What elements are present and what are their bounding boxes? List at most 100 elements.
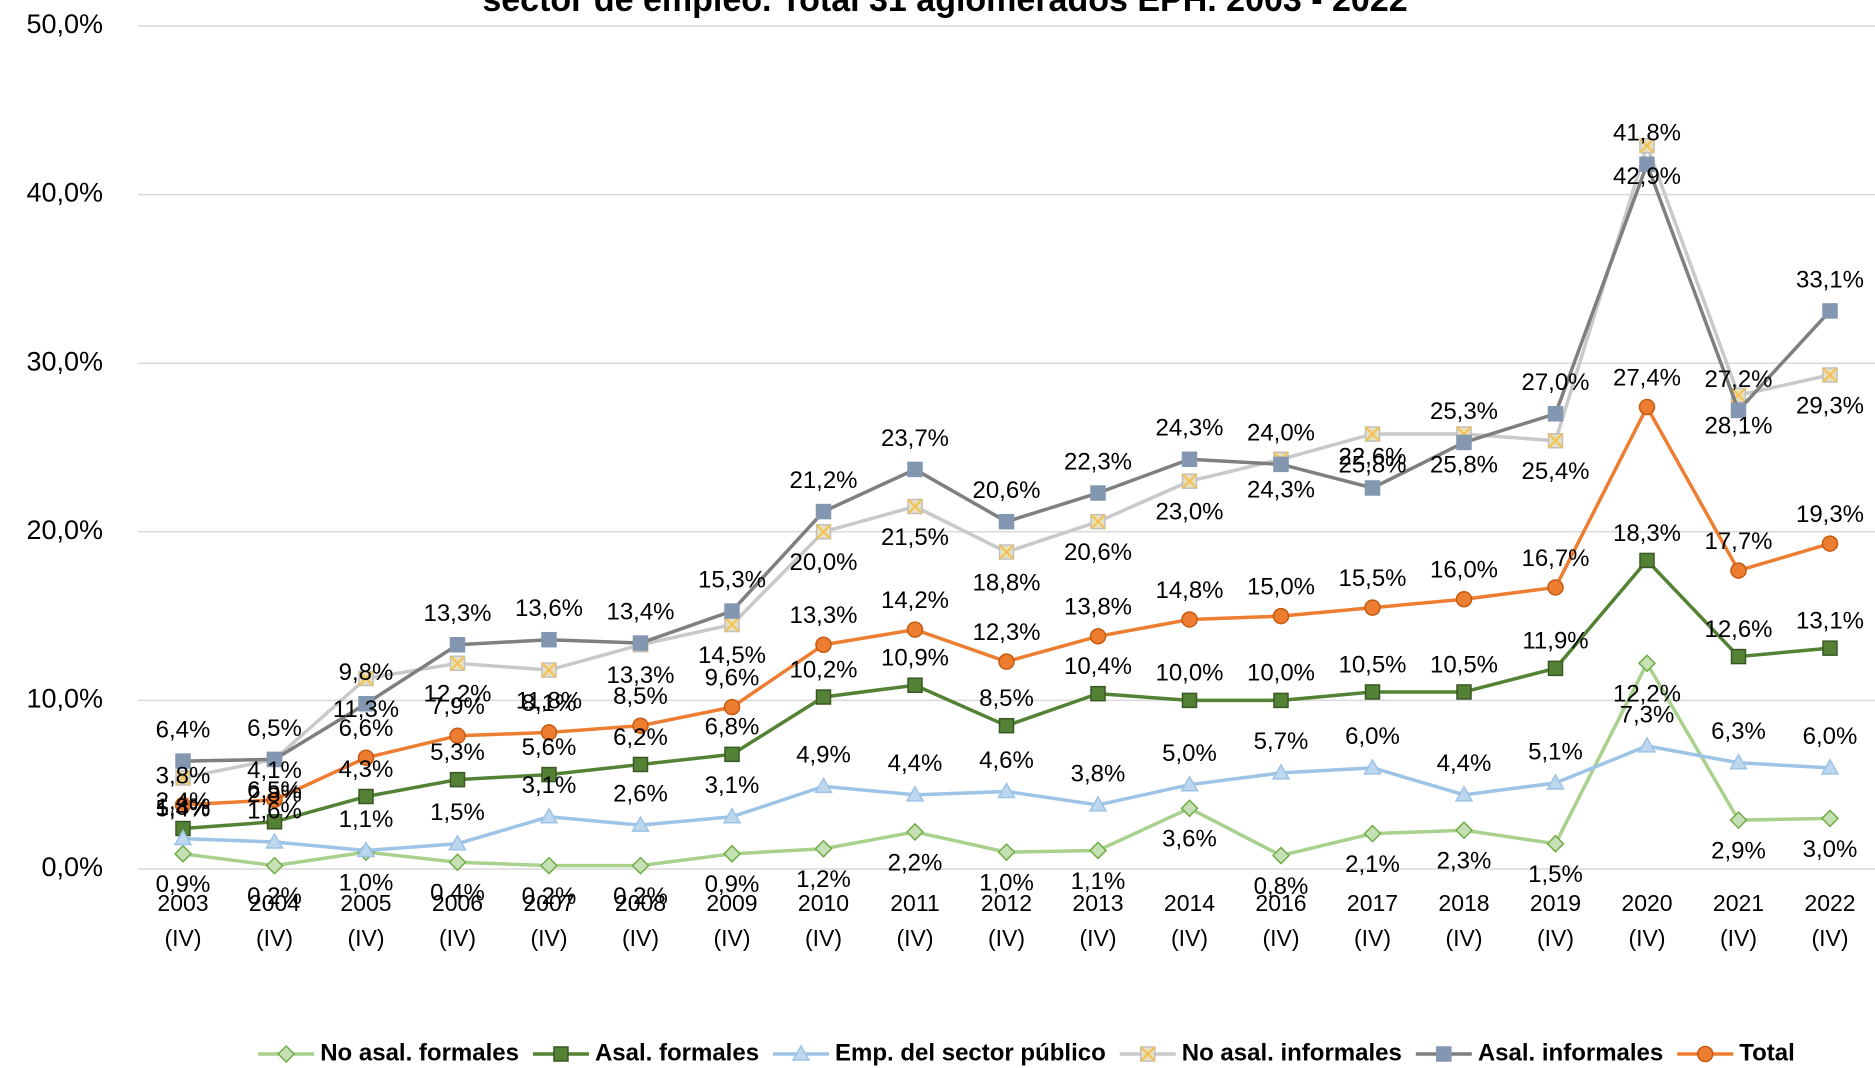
marker	[905, 822, 925, 841]
data-label: 24,3%	[1155, 415, 1223, 442]
data-label: 11,8%	[516, 687, 582, 714]
marker	[358, 696, 374, 712]
marker	[724, 746, 740, 763]
data-label: 19,3%	[1796, 501, 1864, 528]
marker	[266, 814, 283, 830]
data-label: 5,0%	[1162, 740, 1217, 767]
data-label: 2,3%	[1437, 848, 1492, 875]
marker	[723, 698, 741, 716]
marker	[1696, 1045, 1714, 1063]
x-tick-label: 2005	[340, 890, 391, 916]
x-tick-label: 2014	[1164, 890, 1215, 916]
data-label: 27,2%	[1704, 366, 1772, 393]
marker	[1273, 456, 1289, 473]
marker-cross	[724, 616, 740, 633]
marker	[356, 840, 376, 858]
marker	[175, 753, 191, 769]
x-tick-label: (IV)	[988, 925, 1025, 951]
marker	[1729, 811, 1748, 830]
marker	[815, 503, 832, 520]
x-tick-label: (IV)	[1720, 925, 1757, 951]
data-label: 11,3%	[333, 696, 399, 723]
data-label: 10,9%	[881, 645, 949, 672]
marker-cross	[358, 670, 374, 687]
data-label: 2,9%	[1711, 837, 1766, 864]
data-label: 6,0%	[1345, 723, 1400, 750]
marker	[905, 785, 925, 802]
marker	[1547, 579, 1564, 596]
marker	[277, 1044, 296, 1064]
x-tick-label: (IV)	[347, 925, 384, 951]
marker	[722, 807, 742, 824]
y-tick-label: 20,0%	[26, 515, 103, 545]
marker	[997, 843, 1016, 862]
data-label: 10,0%	[1247, 660, 1315, 687]
marker	[448, 853, 467, 872]
x-tick-label: (IV)	[805, 925, 842, 951]
data-label: 0,9%	[156, 871, 211, 898]
marker	[1822, 640, 1838, 656]
marker	[1454, 785, 1474, 802]
marker-cross	[907, 498, 923, 515]
data-label: 3,6%	[1162, 826, 1217, 853]
x-tick-label: (IV)	[622, 925, 659, 951]
marker	[1364, 599, 1381, 616]
marker	[632, 756, 649, 773]
marker	[1637, 654, 1657, 673]
marker-cross	[1090, 513, 1106, 530]
x-tick-label: 2021	[1713, 890, 1764, 916]
data-label: 2,2%	[888, 849, 943, 876]
data-label: 0,2%	[613, 883, 668, 910]
y-tick-label: 0,0%	[41, 852, 103, 882]
marker	[998, 717, 1015, 734]
marker	[1181, 692, 1198, 709]
data-label: 27,0%	[1521, 369, 1589, 396]
x-tick-label: 2017	[1347, 890, 1398, 916]
data-label: 7,3%	[1620, 701, 1675, 728]
data-label: 15,5%	[1338, 565, 1406, 592]
y-tick-label: 30,0%	[26, 346, 103, 376]
data-label: 20,6%	[1064, 539, 1132, 566]
marker	[1181, 611, 1198, 628]
data-label: 5,1%	[1528, 738, 1583, 765]
data-label: 14,2%	[881, 587, 949, 614]
data-label: 18,8%	[972, 569, 1040, 596]
data-label: 6,2%	[613, 724, 668, 751]
x-tick-label: 2020	[1621, 890, 1672, 916]
x-tick-label: (IV)	[256, 925, 293, 951]
data-label: 3,1%	[705, 772, 760, 799]
marker	[907, 461, 923, 478]
marker	[1090, 685, 1106, 702]
marker	[1820, 758, 1840, 775]
marker	[265, 856, 284, 875]
data-label: 4,4%	[1437, 750, 1492, 777]
data-label: 1,8%	[156, 794, 211, 821]
marker-cross	[1181, 473, 1198, 489]
data-label: 6,4%	[156, 716, 211, 743]
x-tick-label: 2003	[157, 890, 208, 916]
data-label: 28,1%	[1704, 413, 1772, 440]
marker	[1455, 590, 1473, 608]
marker	[1271, 846, 1291, 865]
data-label: 10,5%	[1338, 651, 1406, 678]
data-label: 8,5%	[979, 685, 1034, 712]
data-label: 6,5%	[247, 715, 302, 742]
data-label: 4,3%	[339, 756, 394, 783]
marker	[722, 844, 742, 863]
x-tick-label: 2018	[1438, 890, 1489, 916]
data-label: 41,8%	[1613, 120, 1681, 147]
marker	[1547, 660, 1564, 677]
data-label: 13,4%	[606, 598, 674, 625]
data-label: 4,1%	[247, 757, 302, 784]
marker	[1547, 406, 1564, 422]
data-label: 12,2%	[423, 681, 491, 708]
data-label: 21,5%	[881, 524, 949, 551]
data-label: 23,0%	[1155, 499, 1223, 526]
data-label: 2,4%	[156, 788, 211, 815]
marker	[1456, 684, 1472, 700]
marker	[266, 751, 283, 768]
data-label: 13,3%	[789, 602, 857, 629]
data-label: 14,5%	[698, 642, 766, 669]
data-label: 13,6%	[515, 595, 583, 622]
marker	[174, 796, 192, 814]
